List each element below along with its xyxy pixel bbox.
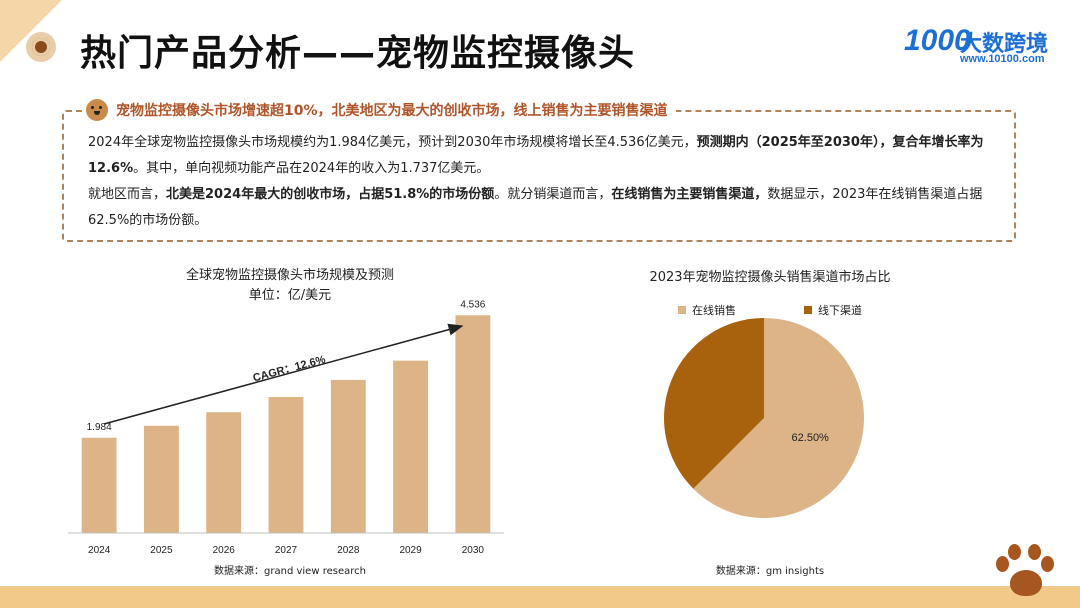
summary-headline: 宠物监控摄像头市场增速超10%，北美地区为最大的创收市场，线上销售为主要销售渠道 xyxy=(116,103,668,119)
legend-swatch-offline xyxy=(804,306,812,314)
x-tick-label-2027: 2027 xyxy=(275,545,298,556)
legend-online: 在线销售 xyxy=(678,302,736,318)
data-label-2024: 1.984 xyxy=(87,422,112,433)
bar-2026 xyxy=(206,412,242,533)
logo-name: 大数跨境 xyxy=(960,32,1049,57)
bottom-band xyxy=(0,586,1080,608)
x-tick-label-2029: 2029 xyxy=(399,545,422,556)
summary-p1-b: 预测期内（2025年至2030年），复合年增长率为12.6% xyxy=(88,135,984,176)
pie-slice-0 xyxy=(693,318,864,519)
x-tick-label-2024: 2024 xyxy=(88,545,111,556)
summary-paragraph-1: 2024年全球宠物监控摄像头市场规模约为1.984亿美元，预计到2030年市场规… xyxy=(88,130,1004,182)
bar-chart-title: 全球宠物监控摄像头市场规模及预测 xyxy=(185,268,394,283)
title-bullet-icon xyxy=(26,32,56,62)
x-tick-label-2026: 2026 xyxy=(213,545,236,556)
page-title: 热门产品分析——宠物监控摄像头 xyxy=(80,33,636,74)
dog-icon xyxy=(86,99,108,121)
pie-chart-title: 2023年宠物监控摄像头销售渠道市场占比 xyxy=(649,270,891,285)
bar-2027 xyxy=(268,397,304,533)
summary-header: 宠物监控摄像头市场增速超10%，北美地区为最大的创收市场，线上销售为主要销售渠道 xyxy=(82,97,676,123)
paw-icon xyxy=(994,544,1058,604)
summary-p2-c: 。就分销渠道而言， xyxy=(494,187,612,202)
summary-text: 2024年全球宠物监控摄像头市场规模约为1.984亿美元，预计到2030年市场规… xyxy=(88,130,1004,234)
summary-paragraph-2: 就地区而言，北美是2024年最大的创收市场，占据51.8%的市场份额。就分销渠道… xyxy=(88,182,1004,234)
bar-2028 xyxy=(330,379,366,533)
bar-chart-subtitle: 单位：亿/美元 xyxy=(248,288,332,303)
pie-slice-1 xyxy=(663,317,764,489)
summary-p2-d: 在线销售为主要销售渠道， xyxy=(611,187,768,202)
summary-p1-a: 2024年全球宠物监控摄像头市场规模约为1.984亿美元，预计到2030年市场规… xyxy=(88,135,697,150)
legend-label-offline: 线下渠道 xyxy=(818,304,862,317)
cagr-arrow xyxy=(103,323,464,425)
x-tick-label-2028: 2028 xyxy=(337,545,360,556)
summary-p1-c: 。其中，单向视频功能产品在2024年的收入为1.737亿美元。 xyxy=(133,161,490,176)
bar-2029 xyxy=(393,360,429,533)
cagr-label: CAGR：12.6% xyxy=(252,354,327,385)
bar-chart-source: 数据来源：grand view research xyxy=(214,566,366,577)
bar-chart-title-block: 全球宠物监控摄像头市场规模及预测 单位：亿/美元 xyxy=(80,266,500,306)
bar-2030 xyxy=(455,315,491,533)
legend-offline: 线下渠道 xyxy=(804,302,862,318)
x-tick-label-2030: 2030 xyxy=(462,545,485,556)
legend-label-online: 在线销售 xyxy=(692,304,736,317)
summary-p2-b: 北美是2024年最大的创收市场，占据51.8%的市场份额 xyxy=(166,187,495,202)
summary-p2-e: 数据显示，2023年在线销售渠道占据62.5%的市场份额。 xyxy=(88,187,983,228)
legend-swatch-online xyxy=(678,306,686,314)
bar-2024 xyxy=(81,437,117,533)
logo-url: www.10100.com xyxy=(960,53,1045,65)
summary-p2-a: 就地区而言， xyxy=(88,187,167,202)
pie-slice-label-0: 62.50% xyxy=(792,432,830,444)
pie-chart-source: 数据来源：gm insights xyxy=(715,566,825,577)
logo-mark: 1000 xyxy=(904,24,971,57)
x-tick-label-2025: 2025 xyxy=(150,545,173,556)
bar-2025 xyxy=(143,425,179,533)
brand-logo: 1000 大数跨境 www.10100.com xyxy=(904,22,1054,68)
